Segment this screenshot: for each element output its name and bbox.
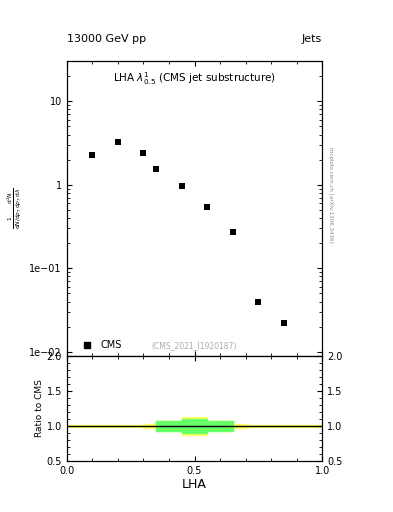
Text: mcplots.cern.ch [arXiv:1306.3436]: mcplots.cern.ch [arXiv:1306.3436] (328, 147, 333, 242)
Y-axis label: $\frac{1}{\mathrm{d}N/\mathrm{d}p_T}\frac{\mathrm{d}^2N}{\mathrm{d}p_T\,\mathrm{: $\frac{1}{\mathrm{d}N/\mathrm{d}p_T}\fra… (6, 188, 24, 229)
Text: LHA $\lambda^{1}_{0.5}$ (CMS jet substructure): LHA $\lambda^{1}_{0.5}$ (CMS jet substru… (113, 70, 276, 87)
Text: Jets: Jets (302, 33, 322, 44)
Text: CMS: CMS (100, 339, 121, 350)
Point (178, 182, 185, 190)
Point (255, 297, 262, 306)
Point (140, 149, 147, 157)
Bar (67, 425, 322, 426)
Text: (CMS_2021_I1920187): (CMS_2021_I1920187) (152, 341, 237, 350)
Text: 13000 GeV pp: 13000 GeV pp (67, 33, 146, 44)
X-axis label: LHA: LHA (182, 478, 207, 492)
Y-axis label: Ratio to CMS: Ratio to CMS (35, 379, 44, 437)
Point (89, 151, 95, 159)
Point (230, 228, 236, 237)
Point (153, 165, 160, 173)
Point (204, 202, 211, 210)
Point (84, 300, 90, 308)
Point (281, 319, 287, 327)
Point (115, 137, 121, 145)
